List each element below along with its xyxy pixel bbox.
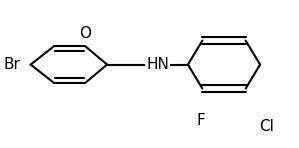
Text: O: O <box>80 26 91 41</box>
Text: HN: HN <box>146 57 169 72</box>
Text: Br: Br <box>4 57 21 72</box>
Text: Cl: Cl <box>259 119 274 134</box>
Text: F: F <box>196 113 205 128</box>
